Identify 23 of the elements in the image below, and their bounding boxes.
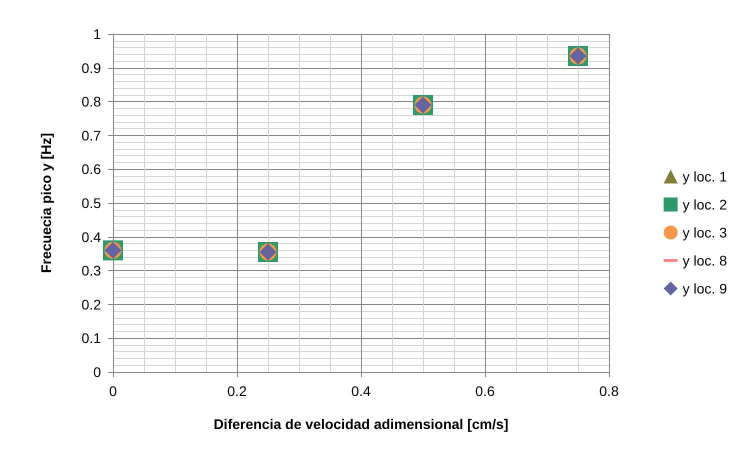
y-tick-label: 0.9 — [82, 60, 102, 76]
legend-label: y loc. 3 — [682, 224, 728, 240]
legend-label: y loc. 8 — [682, 252, 728, 268]
y-axis-title: Frecuecia pico y [Hz] — [38, 132, 54, 274]
legend-label: y loc. 2 — [682, 196, 728, 212]
y-tick-label: 1 — [93, 26, 102, 42]
legend-label: y loc. 9 — [682, 280, 728, 296]
x-tick-label: 0.8 — [599, 383, 619, 399]
y-tick-label: 0.3 — [82, 262, 102, 279]
x-tick-label: 0 — [109, 383, 118, 399]
y-tick-label: 0.5 — [82, 195, 102, 211]
y-tick-label: 0 — [93, 364, 102, 380]
y-tick-label: 0.4 — [82, 228, 102, 245]
x-axis-title: Diferencia de velocidad adimensional [cm/s] — [214, 416, 508, 432]
x-tick-label: 0.6 — [475, 383, 495, 399]
x-tick-label: 0.2 — [227, 383, 247, 399]
y-tick-label: 0.2 — [82, 296, 102, 312]
y-tick-label: 0.6 — [82, 161, 102, 178]
legend-label: y loc. 1 — [682, 168, 728, 184]
y-tick-label: 0.8 — [82, 94, 102, 110]
y-tick-label: 0.7 — [82, 127, 102, 144]
y-tick-label: 0.1 — [82, 330, 102, 346]
x-tick-label: 0.4 — [351, 383, 371, 399]
